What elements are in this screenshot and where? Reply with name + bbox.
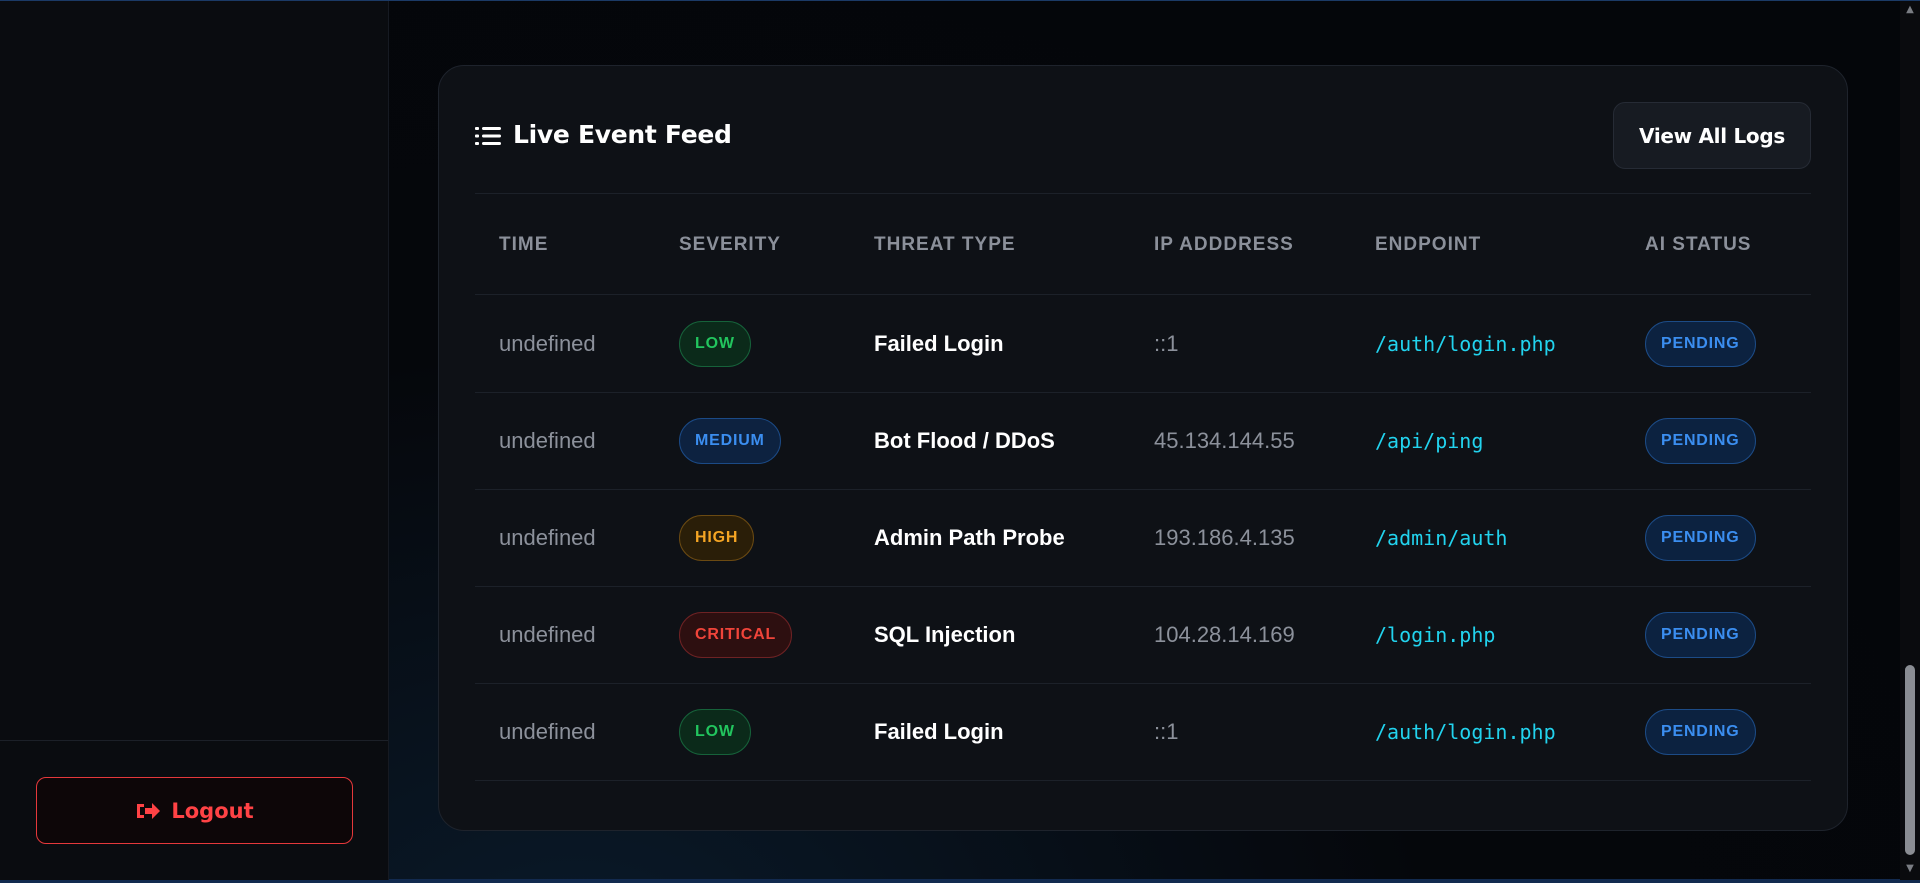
- severity-badge: LOW: [679, 321, 751, 367]
- endpoint-cell: /api/ping: [1375, 429, 1484, 453]
- list-icon: [475, 124, 501, 146]
- view-all-logs-button[interactable]: View All Logs: [1613, 102, 1811, 169]
- ip-address-cell: ::1: [1154, 331, 1179, 356]
- table-body: undefined LOW Failed Login ::1 /auth/log…: [475, 296, 1811, 781]
- severity-badge: CRITICAL: [679, 612, 793, 658]
- column-header-time: TIME: [499, 234, 549, 255]
- column-header-endpoint: ENDPOINT: [1375, 234, 1482, 255]
- column-header-threat-type: THREAT TYPE: [874, 234, 1016, 255]
- endpoint-cell: /auth/login.php: [1375, 720, 1556, 744]
- scrollbar-thumb[interactable]: [1905, 665, 1915, 855]
- table-row[interactable]: undefined CRITICAL SQL Injection 104.28.…: [475, 587, 1811, 684]
- severity-badge: LOW: [679, 709, 751, 755]
- severity-cell: CRITICAL: [679, 587, 793, 683]
- threat-type-cell: Failed Login: [874, 331, 1004, 356]
- threat-type-cell: Bot Flood / DDoS: [874, 428, 1055, 453]
- live-event-feed-card: Live Event Feed View All Logs TIME SEVER…: [438, 65, 1848, 831]
- sign-out-icon: [135, 800, 161, 822]
- logout-button[interactable]: Logout: [36, 777, 353, 844]
- table-row[interactable]: undefined LOW Failed Login ::1 /auth/log…: [475, 296, 1811, 393]
- card-title-text: Live Event Feed: [513, 120, 732, 149]
- time-cell: undefined: [499, 331, 596, 356]
- severity-badge: HIGH: [679, 515, 755, 561]
- severity-cell: MEDIUM: [679, 393, 781, 489]
- ai-status-badge: PENDING: [1645, 612, 1756, 658]
- sidebar: Logout: [0, 1, 389, 880]
- sidebar-footer: Logout: [0, 740, 388, 880]
- scroll-up-arrow-icon[interactable]: ▲: [1906, 4, 1914, 15]
- ip-address-cell: 104.28.14.169: [1154, 622, 1295, 647]
- severity-cell: LOW: [679, 684, 751, 780]
- scroll-down-arrow-icon[interactable]: ▼: [1906, 863, 1914, 874]
- card-header: Live Event Feed View All Logs: [475, 66, 1811, 194]
- table-row[interactable]: undefined MEDIUM Bot Flood / DDoS 45.134…: [475, 393, 1811, 490]
- ai-status-badge: PENDING: [1645, 418, 1756, 464]
- table-row[interactable]: undefined LOW Failed Login ::1 /auth/log…: [475, 684, 1811, 781]
- severity-cell: HIGH: [679, 490, 755, 586]
- ai-status-cell: PENDING: [1645, 684, 1756, 780]
- ip-address-cell: ::1: [1154, 719, 1179, 744]
- severity-cell: LOW: [679, 296, 751, 392]
- ip-address-cell: 193.186.4.135: [1154, 525, 1295, 550]
- logout-label: Logout: [171, 798, 254, 823]
- column-header-ai-status: AI STATUS: [1645, 234, 1752, 255]
- page-scrollbar[interactable]: ▲ ▼: [1900, 1, 1920, 880]
- column-header-severity: SEVERITY: [679, 234, 781, 255]
- ai-status-cell: PENDING: [1645, 587, 1756, 683]
- ai-status-cell: PENDING: [1645, 393, 1756, 489]
- threat-type-cell: Admin Path Probe: [874, 525, 1065, 550]
- time-cell: undefined: [499, 428, 596, 453]
- time-cell: undefined: [499, 719, 596, 744]
- ai-status-badge: PENDING: [1645, 709, 1756, 755]
- endpoint-cell: /auth/login.php: [1375, 332, 1556, 356]
- threat-type-cell: SQL Injection: [874, 622, 1016, 647]
- ai-status-cell: PENDING: [1645, 490, 1756, 586]
- severity-badge: MEDIUM: [679, 418, 781, 464]
- ai-status-cell: PENDING: [1645, 296, 1756, 392]
- ip-address-cell: 45.134.144.55: [1154, 428, 1295, 453]
- time-cell: undefined: [499, 622, 596, 647]
- column-header-ip-address: IP ADDDRESS: [1154, 234, 1294, 255]
- endpoint-cell: /admin/auth: [1375, 526, 1508, 550]
- ai-status-badge: PENDING: [1645, 515, 1756, 561]
- card-title: Live Event Feed: [475, 120, 732, 149]
- table-header: TIME SEVERITY THREAT TYPE IP ADDDRESS EN…: [475, 194, 1811, 295]
- ai-status-badge: PENDING: [1645, 321, 1756, 367]
- time-cell: undefined: [499, 525, 596, 550]
- endpoint-cell: /login.php: [1375, 623, 1496, 647]
- table-row[interactable]: undefined HIGH Admin Path Probe 193.186.…: [475, 490, 1811, 587]
- threat-type-cell: Failed Login: [874, 719, 1004, 744]
